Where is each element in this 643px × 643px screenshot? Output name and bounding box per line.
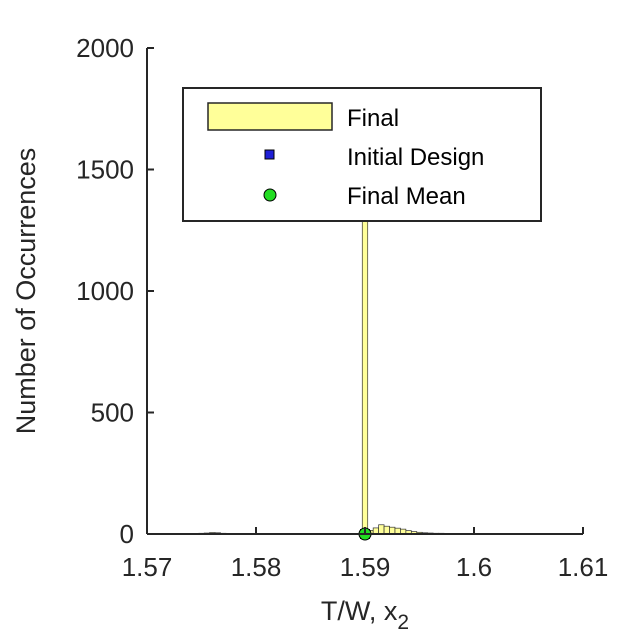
legend-label-final: Final [347, 105, 399, 132]
y-tick-label: 1000 [76, 276, 134, 306]
y-tick-label: 500 [91, 398, 134, 428]
x-axis-label-text: T/W, x [321, 596, 398, 626]
x-tick-label: 1.59 [340, 552, 391, 582]
axes [146, 47, 584, 535]
x-tick-label: 1.58 [231, 552, 282, 582]
histogram-bar [389, 526, 396, 535]
x-tick-label: 1.6 [456, 552, 492, 582]
legend-label-initial-design: Initial Design [347, 144, 484, 171]
y-axis-label: Number of Occurrences [11, 148, 41, 435]
x-axis-label: T/W, x2 [321, 596, 409, 634]
x-axis-label-subscript: 2 [397, 611, 409, 634]
histogram-bar [383, 525, 390, 535]
tick-labels: 1.57 1.58 1.59 1.6 1.61 0 500 1000 1500 2000 [76, 33, 608, 582]
histogram-bar [378, 524, 385, 535]
legend-swatch-initial-design [264, 149, 275, 160]
legend-label-final-mean: Final Mean [347, 183, 466, 210]
histogram-bar [361, 220, 369, 535]
x-tick-label: 1.57 [122, 552, 173, 582]
y-tick-label: 0 [120, 519, 134, 549]
y-tick-label: 2000 [76, 33, 134, 63]
y-tick-label: 1500 [76, 155, 134, 185]
legend-swatch-final-mean [263, 188, 277, 202]
x-tick-label: 1.61 [558, 552, 609, 582]
legend: Final Initial Design Final Mean [182, 87, 542, 222]
legend-swatch-final [207, 102, 333, 131]
